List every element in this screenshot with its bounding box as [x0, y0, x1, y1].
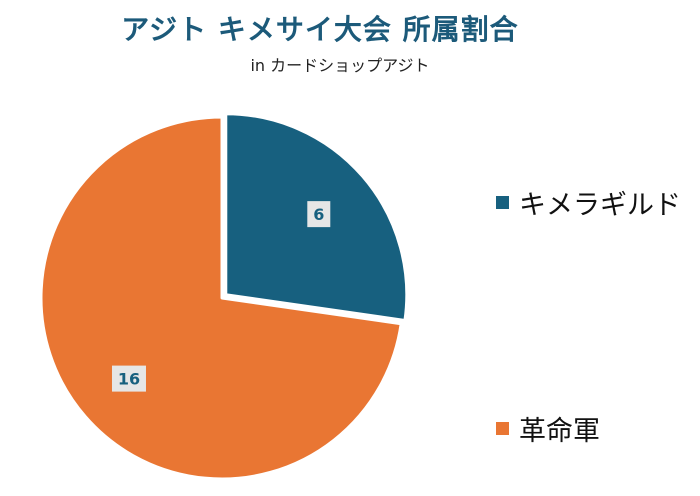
legend: キメラギルド 革命軍 — [496, 0, 696, 496]
legend-swatch-chimera-guild — [496, 196, 509, 209]
data-label-box-chimera-guild — [307, 201, 331, 228]
legend-item-chimera-guild: キメラギルド — [496, 183, 681, 222]
data-label-text-chimera-guild: 6 — [313, 205, 324, 224]
data-label-chimera-guild: 6 — [307, 201, 331, 228]
data-label-box-revolutionary-army — [111, 365, 146, 392]
chart-subtitle: in カードショップアジト — [250, 56, 430, 75]
legend-item-revolutionary-army: 革命軍 — [496, 409, 600, 448]
legend-label-revolutionary-army: 革命軍 — [519, 416, 600, 447]
legend-swatch-revolutionary-army — [496, 422, 509, 435]
data-label-text-revolutionary-army: 16 — [118, 370, 140, 389]
legend-label-chimera-guild: キメラギルド — [519, 190, 681, 221]
data-label-revolutionary-army: 16 — [111, 365, 146, 392]
chart-title: アジト キメサイ大会 所属割合 — [121, 13, 519, 46]
